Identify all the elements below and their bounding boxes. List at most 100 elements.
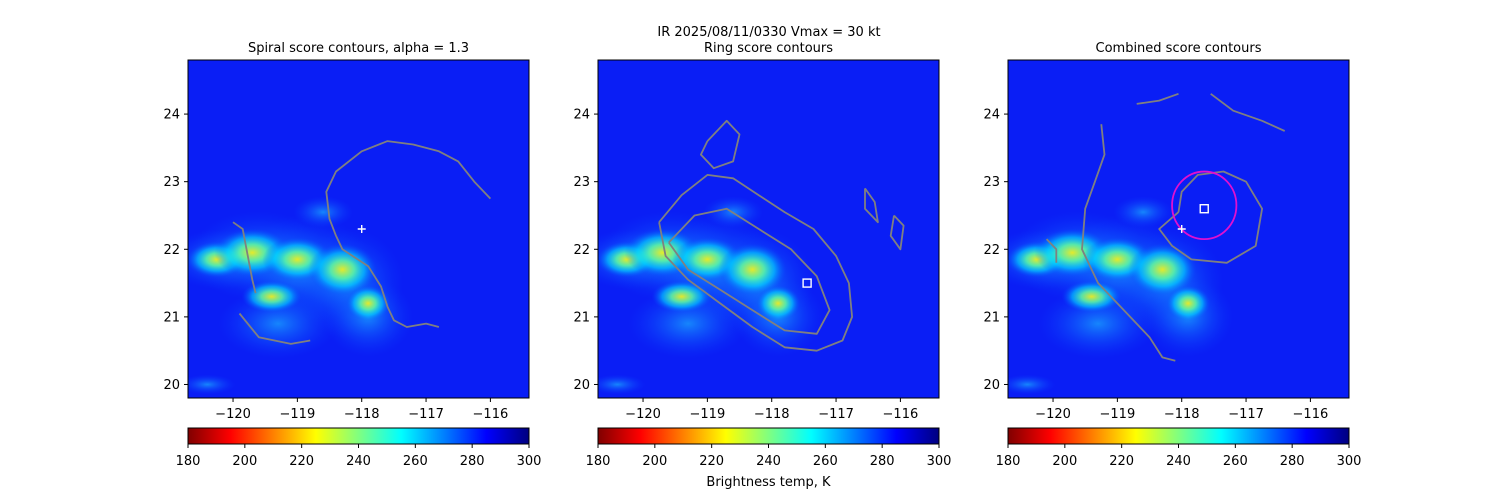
cloud-region — [188, 374, 236, 395]
ring-circle — [1171, 170, 1238, 241]
panel-plot: −120 −119 −118 −117 −116 20 21 22 23 24 180 200 220 2… — [983, 59, 1362, 469]
y-tick-label: 23 — [573, 175, 590, 190]
plot-area — [1008, 60, 1349, 398]
y-tick-label: 21 — [163, 310, 180, 325]
y-tick-label: 24 — [573, 108, 590, 123]
x-tick-label: −117 — [1228, 407, 1264, 422]
plot-area — [598, 60, 939, 398]
colorbar-tick-label: 240 — [756, 454, 781, 469]
y-tick-label: 21 — [573, 310, 590, 325]
contour-line — [864, 187, 879, 224]
colorbar-tick-label: 300 — [517, 454, 542, 469]
x-tick-label: −118 — [1164, 407, 1200, 422]
panel-plot: −120 −119 −118 −117 −116 20 21 22 23 24 180 200 220 2… — [163, 59, 542, 469]
plot-area — [188, 60, 529, 398]
colorbar-tick-label: 300 — [927, 454, 952, 469]
contour-line — [889, 214, 905, 251]
colorbar-tick-label: 240 — [346, 454, 371, 469]
colorbar — [597, 427, 940, 445]
colorbar-tick-label: 240 — [1166, 454, 1191, 469]
colorbar-tick-label: 220 — [699, 454, 724, 469]
center-plus-marker — [1177, 225, 1186, 233]
x-tick-label: −119 — [1100, 407, 1136, 422]
contour-line — [1136, 92, 1179, 105]
x-tick-label: −116 — [1293, 407, 1329, 422]
cloud-region — [756, 285, 801, 322]
center-square-marker — [802, 278, 812, 288]
y-tick-label: 23 — [983, 175, 1000, 190]
cloud-region — [1061, 280, 1122, 313]
colorbar — [1007, 427, 1350, 445]
cloud-region — [1166, 285, 1211, 322]
contour-line — [325, 140, 492, 237]
y-tick-label: 22 — [163, 243, 180, 258]
colorbar-tick-label: 260 — [403, 454, 428, 469]
x-tick-label: −120 — [215, 407, 251, 422]
y-tick-label: 23 — [163, 175, 180, 190]
colorbar — [187, 427, 530, 445]
colorbar-tick-label: 180 — [176, 454, 201, 469]
cloud-region — [1128, 243, 1197, 296]
panel-combined: Combined score contours −120 −119 −118 −117… — [983, 41, 1361, 469]
x-tick-label: −119 — [690, 407, 726, 422]
contour-line — [658, 174, 853, 352]
x-tick-label: −117 — [408, 407, 444, 422]
colorbar-tick-label: 220 — [289, 454, 314, 469]
panel-plot: −120 −119 −118 −117 −116 20 21 22 23 24 180 200 220 2… — [573, 59, 952, 469]
y-tick-label: 24 — [163, 108, 180, 123]
cloud-region — [308, 243, 377, 296]
colorbar-tick-label: 280 — [870, 454, 895, 469]
colorbar-tick-label: 180 — [996, 454, 1021, 469]
colorbar-tick-label: 200 — [642, 454, 667, 469]
colorbar-tick-label: 260 — [813, 454, 838, 469]
contour-line — [238, 312, 311, 345]
panel-title: Spiral score contours, alpha = 1.3 — [248, 41, 469, 56]
panel-title: Combined score contours — [1096, 41, 1262, 56]
center-plus-marker — [357, 225, 366, 233]
x-tick-label: −118 — [344, 407, 380, 422]
plot-frame — [187, 59, 530, 399]
x-tick-label: −119 — [280, 407, 316, 422]
contour-line — [1045, 238, 1058, 263]
x-tick-label: −120 — [1035, 407, 1071, 422]
cloud-region — [718, 243, 787, 296]
y-tick-label: 20 — [163, 378, 180, 393]
colorbar-tick-label: 260 — [1223, 454, 1248, 469]
contour-line — [1158, 170, 1263, 264]
figure-suptitle: IR 2025/08/11/0330 Vmax = 30 kt — [657, 25, 880, 40]
colorbar-tick-label: 220 — [1109, 454, 1134, 469]
contour-line — [700, 119, 741, 170]
y-tick-label: 22 — [573, 243, 590, 258]
panel-ring: Ring score contours −120 −119 −118 −117 −116… — [573, 41, 951, 469]
cloud-region — [346, 285, 391, 322]
contour-line — [232, 221, 257, 294]
plot-frame — [597, 59, 940, 399]
x-tick-label: −116 — [473, 407, 509, 422]
cloud-region — [241, 280, 302, 313]
plot-frame — [1007, 59, 1350, 399]
center-square-marker — [1199, 204, 1209, 214]
contour-line — [1081, 124, 1176, 362]
y-tick-label: 21 — [983, 310, 1000, 325]
cloud-region — [1008, 374, 1056, 395]
cloud-region — [293, 196, 354, 229]
colorbar-tick-label: 300 — [1337, 454, 1362, 469]
y-tick-label: 22 — [983, 243, 1000, 258]
colorbar-tick-label: 200 — [232, 454, 257, 469]
colorbar-label: Brightness temp, K — [706, 475, 831, 490]
panel-spiral: Spiral score contours, alpha = 1.3 −120−… — [163, 41, 541, 469]
cloud-region — [651, 280, 712, 313]
colorbar-tick-label: 200 — [1052, 454, 1077, 469]
contour-line — [1210, 93, 1286, 132]
y-tick-label: 24 — [983, 108, 1000, 123]
y-tick-label: 20 — [573, 378, 590, 393]
colorbar-tick-label: 180 — [586, 454, 611, 469]
colorbar-tick-label: 280 — [1280, 454, 1305, 469]
x-tick-label: −116 — [883, 407, 919, 422]
cloud-region — [598, 374, 646, 395]
x-tick-label: −118 — [754, 407, 790, 422]
panel-title: Ring score contours — [704, 41, 833, 56]
contour-line — [335, 235, 440, 328]
y-tick-label: 20 — [983, 378, 1000, 393]
